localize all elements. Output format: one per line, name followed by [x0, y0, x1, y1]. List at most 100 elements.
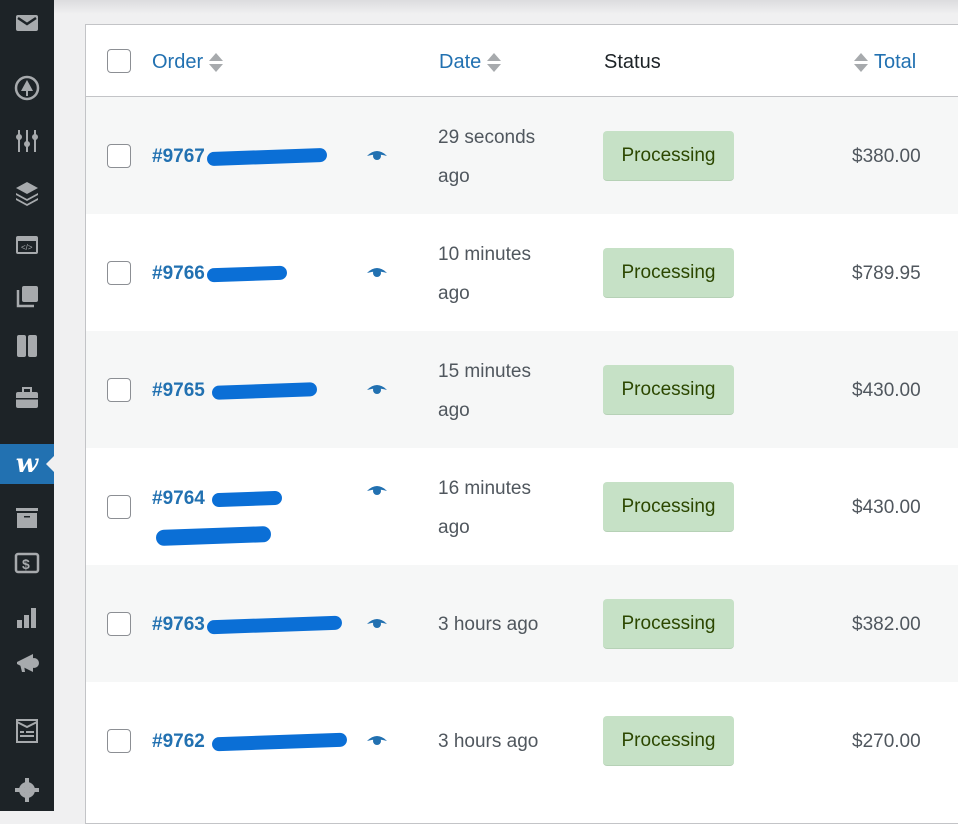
sidebar-item-columns[interactable]: [0, 326, 54, 366]
order-total: $430.00: [852, 380, 921, 401]
woocommerce-icon: w: [15, 449, 39, 479]
sidebar-item-tree[interactable]: [0, 68, 54, 108]
preview-eye-icon[interactable]: [366, 484, 388, 496]
preview-eye-icon[interactable]: [366, 266, 388, 278]
row-checkbox[interactable]: [107, 261, 131, 285]
sidebar-item-mail[interactable]: [0, 3, 54, 43]
date-line: 15 minutes: [438, 361, 531, 382]
order-header-label: Order: [152, 51, 204, 73]
date-line: 16 minutes: [438, 478, 531, 499]
preview-eye-icon[interactable]: [366, 383, 388, 395]
sidebar-item-dollar[interactable]: $: [0, 543, 54, 583]
archive-icon: [16, 508, 38, 528]
order-link[interactable]: #9763: [152, 614, 205, 635]
columns-icon: [17, 335, 37, 357]
preview-eye-icon[interactable]: [366, 734, 388, 746]
preview-eye-icon[interactable]: [366, 617, 388, 629]
table-row[interactable]: #9767 29 seconds ago Processing $380.00: [86, 97, 958, 214]
sidebar-item-code-window[interactable]: </>: [0, 225, 54, 265]
gear-icon: [15, 778, 39, 802]
table-header: Order Date Status Total: [86, 25, 958, 97]
select-all-checkbox[interactable]: [107, 49, 131, 73]
status-badge: Processing: [603, 365, 734, 415]
row-checkbox[interactable]: [107, 378, 131, 402]
redacted-name: [206, 265, 288, 283]
status-badge: Processing: [603, 482, 734, 532]
svg-text:</>: </>: [21, 243, 33, 252]
order-date: 29 seconds ago: [438, 118, 535, 196]
order-date: 15 minutes ago: [438, 352, 531, 430]
bar-chart-icon: [17, 608, 36, 628]
order-date: 3 hours ago: [438, 605, 538, 644]
sort-icon: [209, 53, 224, 72]
sidebar-item-gallery[interactable]: [0, 277, 54, 317]
top-shadow: [54, 0, 958, 14]
date-line: ago: [438, 517, 470, 538]
order-link[interactable]: #9767: [152, 146, 205, 167]
sidebar-item-bar-chart[interactable]: [0, 598, 54, 638]
order-link[interactable]: #9762: [152, 731, 205, 752]
order-date: 3 hours ago: [438, 722, 538, 761]
megaphone-icon: [17, 654, 39, 672]
order-date: 10 minutes ago: [438, 235, 531, 313]
table-body: #9767 29 seconds ago Processing $380.00 #97…: [86, 97, 958, 799]
row-checkbox[interactable]: [107, 495, 131, 519]
tree-icon: [14, 75, 40, 101]
briefcase-icon: [16, 387, 38, 408]
form-icon: [16, 719, 38, 743]
date-line: 3 hours ago: [438, 614, 539, 635]
mail-icon: [16, 15, 38, 31]
order-total: $430.00: [852, 497, 921, 518]
redacted-name: [211, 732, 348, 752]
redacted-name: [155, 525, 272, 547]
date-line: ago: [438, 283, 470, 304]
sidebar-item-form[interactable]: [0, 711, 54, 751]
sort-total-header[interactable]: Total: [854, 51, 916, 74]
gallery-icon: [16, 286, 38, 308]
table-row[interactable]: #9764 16 minutes ago Processing $430.00: [86, 448, 958, 565]
order-total: $382.00: [852, 614, 921, 635]
row-checkbox[interactable]: [107, 729, 131, 753]
order-total: $380.00: [852, 146, 921, 167]
orders-table: Order Date Status Total #9767 29 seconds…: [85, 24, 958, 824]
status-header-label: Status: [604, 51, 661, 73]
preview-eye-icon[interactable]: [366, 149, 388, 161]
sliders-icon: [16, 130, 38, 152]
sort-date-header[interactable]: Date: [439, 51, 502, 74]
total-header-label: Total: [874, 51, 917, 73]
sort-order-header[interactable]: Order: [152, 51, 224, 74]
table-row[interactable]: #9763 3 hours ago Processing $382.00: [86, 565, 958, 682]
sidebar-item-archive[interactable]: [0, 498, 54, 538]
layers-icon: [16, 182, 38, 206]
code-window-icon: </>: [16, 236, 38, 254]
status-badge: Processing: [603, 599, 734, 649]
status-badge: Processing: [603, 131, 734, 181]
status-badge: Processing: [603, 248, 734, 298]
sidebar-item-megaphone[interactable]: [0, 643, 54, 683]
sort-icon: [854, 53, 868, 72]
sidebar-item-sliders[interactable]: [0, 121, 54, 161]
redacted-name: [206, 615, 343, 635]
order-link[interactable]: #9764: [152, 488, 205, 509]
table-row[interactable]: #9766 10 minutes ago Processing $789.95: [86, 214, 958, 331]
order-link[interactable]: #9765: [152, 380, 205, 401]
table-row[interactable]: #9762 3 hours ago Processing $270.00: [86, 682, 958, 799]
date-line: 3 hours ago: [438, 731, 539, 752]
sidebar-item-woocommerce[interactable]: w: [0, 444, 54, 484]
order-link[interactable]: #9766: [152, 263, 205, 284]
sidebar-item-layers[interactable]: [0, 173, 54, 213]
row-checkbox[interactable]: [107, 612, 131, 636]
order-date: 16 minutes ago: [438, 469, 531, 547]
date-line: 10 minutes: [438, 244, 531, 265]
redacted-name: [211, 382, 318, 400]
sidebar-item-briefcase[interactable]: [0, 378, 54, 418]
date-header-label: Date: [439, 51, 482, 73]
order-total: $270.00: [852, 731, 921, 752]
redacted-name: [211, 490, 283, 508]
table-row[interactable]: #9765 15 minutes ago Processing $430.00: [86, 331, 958, 448]
sidebar-item-gear[interactable]: [0, 770, 54, 810]
redacted-name: [206, 147, 328, 167]
row-checkbox[interactable]: [107, 144, 131, 168]
order-total: $789.95: [852, 263, 921, 284]
admin-sidebar: </> w $: [0, 0, 54, 811]
